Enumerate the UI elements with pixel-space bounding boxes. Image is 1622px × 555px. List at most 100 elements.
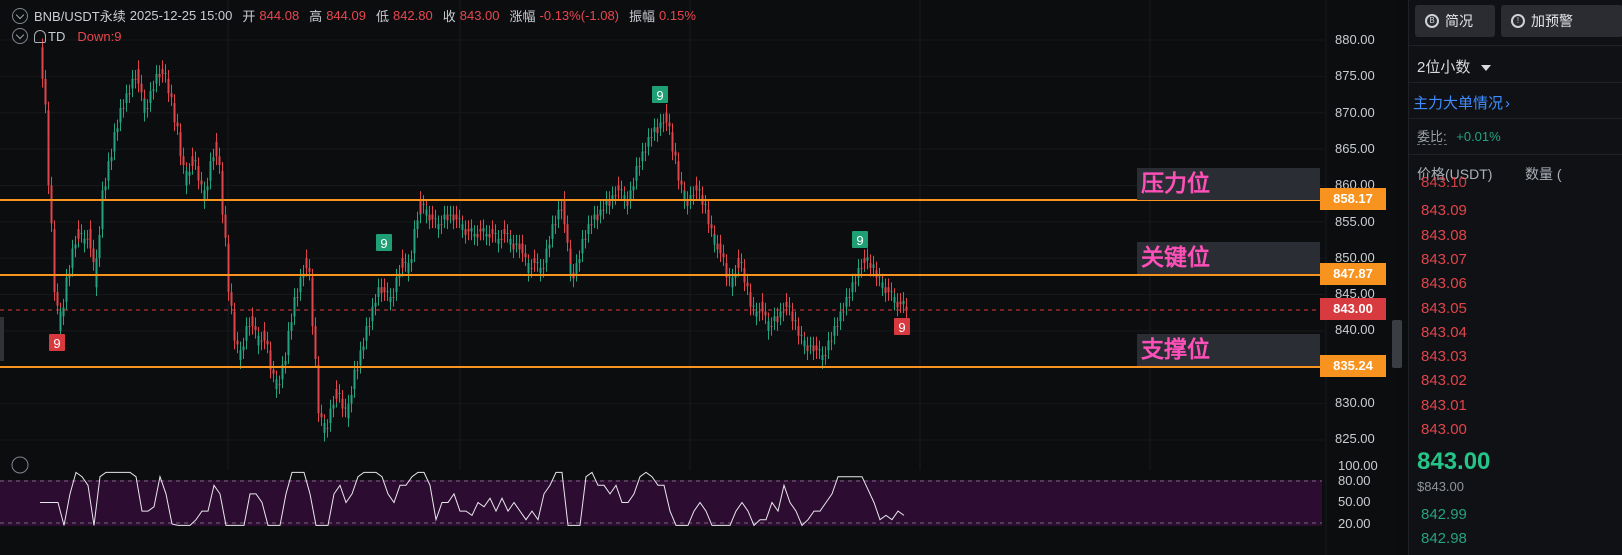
candle-body <box>839 311 842 317</box>
candle-body <box>419 200 422 205</box>
candle-body <box>869 265 872 268</box>
indicator-name: TD <box>48 28 66 44</box>
candle-body <box>491 229 494 234</box>
support-price-tag: 835.24 <box>1320 355 1386 377</box>
candle-body <box>590 224 593 226</box>
candle-body <box>92 248 95 263</box>
candle-body <box>65 277 68 288</box>
candle-body <box>449 214 452 216</box>
candle-body <box>251 316 254 327</box>
candle-body <box>818 349 821 351</box>
candle-body <box>299 277 302 288</box>
amplitude-label: 振幅 <box>629 9 656 24</box>
candle-body <box>290 322 293 331</box>
price-axis-tick: 850.00 <box>1335 249 1375 265</box>
candle-body <box>233 311 236 331</box>
support-label: 支撑位 <box>1137 334 1320 366</box>
candle-body <box>827 340 830 346</box>
candle-body <box>842 311 845 313</box>
candle-body <box>176 122 179 127</box>
ask-price[interactable]: 843.01 <box>1421 396 1467 414</box>
candle-body <box>428 214 431 221</box>
candle-body <box>671 141 674 152</box>
caret-down-icon <box>1480 65 1491 72</box>
candle-body <box>641 151 644 157</box>
oscillator-axis-tick: 50.00 <box>1338 494 1371 509</box>
candle-body <box>212 157 215 162</box>
ask-price[interactable]: 843.04 <box>1421 323 1467 341</box>
candle-body <box>881 287 884 289</box>
ask-price[interactable]: 843.09 <box>1421 202 1467 220</box>
price-axis-tick: 825.00 <box>1335 431 1375 447</box>
candle-body <box>731 277 734 288</box>
candle-body <box>806 345 809 352</box>
candle-body <box>80 232 83 234</box>
candle-body <box>188 171 191 176</box>
ask-price[interactable]: 843.03 <box>1421 348 1467 366</box>
candle-body <box>728 276 731 278</box>
td-marker <box>652 86 668 103</box>
bid-price[interactable]: 842.98 <box>1421 530 1467 547</box>
candle-body <box>575 263 578 273</box>
candle-body <box>344 407 347 409</box>
collapse-icon[interactable] <box>12 7 28 24</box>
candle-body <box>677 170 680 181</box>
candle-body <box>665 112 668 123</box>
candle-body <box>170 93 173 98</box>
ask-price[interactable]: 843.07 <box>1421 250 1467 268</box>
candlestick-chart[interactable]: 9 9 9 9 9 <box>0 0 1398 555</box>
candle-body <box>752 305 755 307</box>
candle-body <box>194 160 197 162</box>
price-axis-tick: 870.00 <box>1335 104 1375 120</box>
candle-body <box>191 156 194 162</box>
add-alert-tab[interactable]: ! 加预警 <box>1501 5 1622 37</box>
candle-body <box>95 258 98 288</box>
candle-body <box>833 326 836 331</box>
panel-collapse-handle[interactable] <box>1392 320 1402 368</box>
candle-body <box>452 214 455 221</box>
ask-price[interactable]: 843.00 <box>1421 421 1467 438</box>
candle-body <box>476 233 479 238</box>
close-value: 843.00 <box>459 8 500 23</box>
candle-body <box>125 93 128 99</box>
candle-body <box>707 214 710 225</box>
candle-body <box>77 229 80 234</box>
ask-price[interactable]: 843.10 <box>1421 174 1467 191</box>
candle-body <box>152 89 155 91</box>
candle-body <box>788 305 791 307</box>
candle-body <box>401 258 404 264</box>
candle-body <box>668 122 671 127</box>
candle-body <box>566 224 569 243</box>
price-axis-tick: 875.00 <box>1335 68 1375 84</box>
ask-price[interactable]: 843.02 <box>1421 372 1467 390</box>
candle-body <box>317 403 320 414</box>
candle-body <box>608 200 611 206</box>
candle-body <box>791 316 794 322</box>
left-panel-handle[interactable] <box>0 317 4 361</box>
ask-price[interactable]: 843.08 <box>1421 226 1467 244</box>
ask-price[interactable]: 843.05 <box>1421 299 1467 317</box>
current-price-tag: 843.00 <box>1320 298 1386 320</box>
candle-body <box>896 301 899 308</box>
big-orders-link[interactable]: 主力大单情况 › <box>1413 92 1510 113</box>
candle-body <box>107 161 110 171</box>
bell-icon[interactable] <box>34 29 46 43</box>
candle-body <box>374 302 377 307</box>
chart-area[interactable]: 9 9 9 9 9 BNB/USDT永续 2025-12-25 15:00 开 844.… <box>0 0 1398 555</box>
decimal-select[interactable]: 2位小数 <box>1417 56 1491 77</box>
candle-body <box>824 355 827 357</box>
candle-body <box>845 296 848 302</box>
bid-price[interactable]: 842.99 <box>1421 506 1467 523</box>
candle-body <box>101 200 104 230</box>
candle-body <box>647 136 650 142</box>
overview-tab[interactable]: B 简况 <box>1415 5 1495 37</box>
ask-price[interactable]: 843.06 <box>1421 275 1467 293</box>
candle-body <box>704 203 707 205</box>
collapse-icon[interactable] <box>12 28 28 44</box>
candle-body <box>71 248 74 259</box>
candle-body <box>83 238 86 244</box>
td-marker <box>894 318 910 335</box>
candle-body <box>644 151 647 153</box>
td-marker-label: 9 <box>380 236 387 251</box>
price-axis-tick: 845.00 <box>1335 286 1375 302</box>
